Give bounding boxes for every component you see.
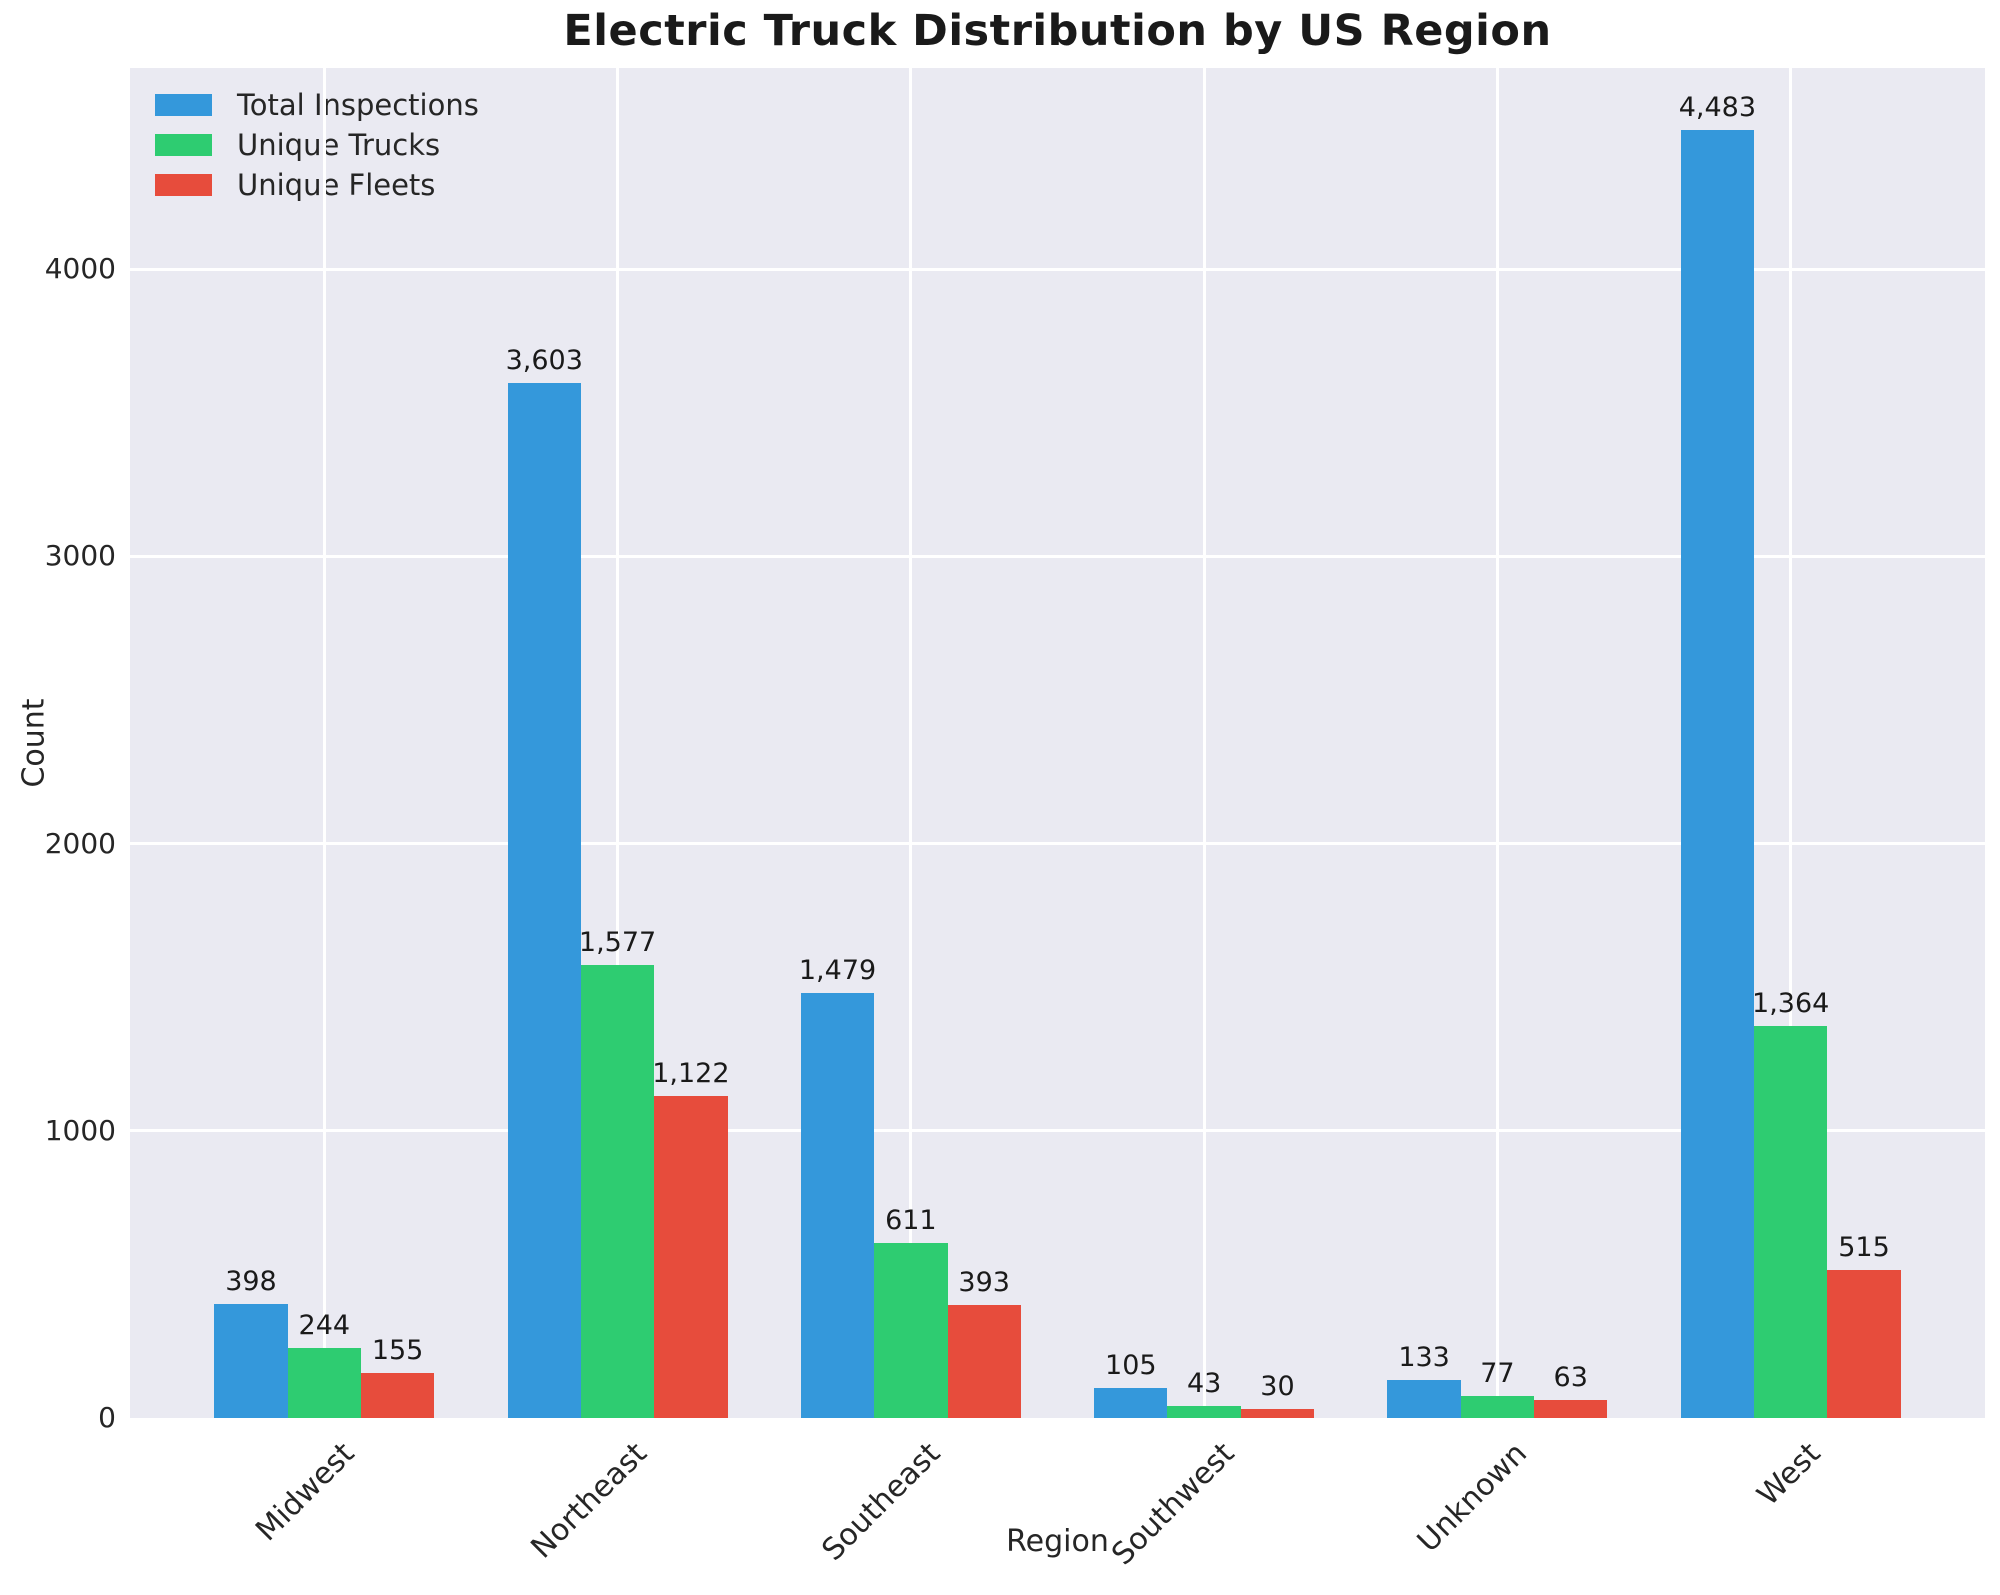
bar-value-label: 1,364: [1752, 988, 1830, 1020]
bar-value-label: 30: [1260, 1371, 1295, 1403]
bar-value-label: 515: [1838, 1232, 1890, 1264]
bar-west-unique-fleets: [1827, 1270, 1901, 1418]
x-axis-label: Region: [1006, 1524, 1109, 1559]
bar-northeast-unique-fleets: [654, 1095, 728, 1418]
bar-west-total-inspections: [1680, 130, 1755, 1418]
bar-southwest-total-inspections: [1094, 1387, 1168, 1418]
plot-area: Total Inspections Unique Trucks Unique Fle…: [130, 68, 1985, 1418]
gridline-h-4000: [130, 267, 1985, 271]
bar-value-label: 393: [958, 1267, 1010, 1299]
gridline-h-2000: [130, 842, 1985, 846]
y-tick-label-3000: 3000: [44, 539, 116, 573]
bar-southwest-unique-fleets: [1240, 1409, 1315, 1418]
chart-title: Electric Truck Distribution by US Region: [563, 6, 1552, 56]
y-tick-label-4000: 4000: [44, 252, 116, 286]
bar-value-label: 77: [1480, 1357, 1515, 1389]
bar-midwest-unique-trucks: [287, 1347, 361, 1418]
y-tick-label-2000: 2000: [44, 826, 116, 860]
gridline-v-unknown: [1495, 68, 1499, 1418]
y-axis-label: Count: [16, 698, 52, 788]
legend-swatch-icon: [155, 134, 212, 156]
bar-unknown-total-inspections: [1387, 1379, 1461, 1418]
bar-value-label: 1,479: [798, 955, 877, 987]
legend-label: Total Inspections: [237, 88, 479, 122]
gridline-v-southeast: [909, 68, 913, 1418]
bar-southeast-unique-fleets: [947, 1305, 1021, 1418]
bar-southeast-unique-trucks: [874, 1242, 948, 1418]
bar-value-label: 398: [225, 1265, 277, 1297]
bar-unknown-unique-trucks: [1460, 1395, 1535, 1418]
bar-value-label: 244: [298, 1309, 351, 1341]
gridline-h-1000: [130, 1129, 1985, 1133]
bar-value-label: 155: [371, 1335, 424, 1367]
bar-northeast-total-inspections: [507, 383, 581, 1418]
gridline-v-midwest: [322, 68, 326, 1418]
legend-item-unique-fleets: Unique Fleets: [155, 165, 479, 205]
x-tick-label-west: West: [1750, 1436, 1828, 1513]
legend-item-total-inspections: Total Inspections: [155, 85, 479, 125]
bar-west-unique-trucks: [1754, 1026, 1828, 1418]
bar-unknown-unique-fleets: [1534, 1399, 1608, 1418]
legend-label: Unique Trucks: [237, 128, 441, 162]
bar-value-label: 4,483: [1678, 92, 1757, 124]
bar-value-label: 1,122: [652, 1057, 730, 1089]
gridline-v-southwest: [1202, 68, 1206, 1418]
bar-value-label: 63: [1553, 1361, 1588, 1393]
legend-item-unique-trucks: Unique Trucks: [155, 125, 479, 165]
legend-label: Unique Fleets: [237, 168, 436, 202]
bar-northeast-unique-trucks: [580, 965, 655, 1418]
legend: Total Inspections Unique Trucks Unique Fle…: [155, 85, 479, 205]
bar-value-label: 43: [1186, 1367, 1222, 1399]
bar-value-label: 105: [1105, 1349, 1157, 1381]
legend-swatch-icon: [155, 174, 212, 196]
bar-value-label: 133: [1398, 1341, 1450, 1373]
y-tick-label-0: 0: [98, 1401, 116, 1434]
bar-value-label: 3,603: [505, 345, 583, 377]
bar-midwest-total-inspections: [214, 1303, 288, 1418]
bar-southwest-unique-trucks: [1167, 1405, 1241, 1418]
gridline-h-3000: [130, 554, 1985, 558]
bar-value-label: 611: [885, 1204, 937, 1236]
y-tick-label-1000: 1000: [44, 1113, 116, 1147]
gridline-v-west: [1789, 68, 1793, 1418]
bar-value-label: 1,577: [578, 927, 657, 959]
bar-midwest-unique-fleets: [360, 1373, 435, 1418]
bar-southeast-total-inspections: [800, 993, 875, 1418]
legend-swatch-icon: [155, 94, 212, 116]
gridline-v-northeast: [616, 68, 620, 1418]
